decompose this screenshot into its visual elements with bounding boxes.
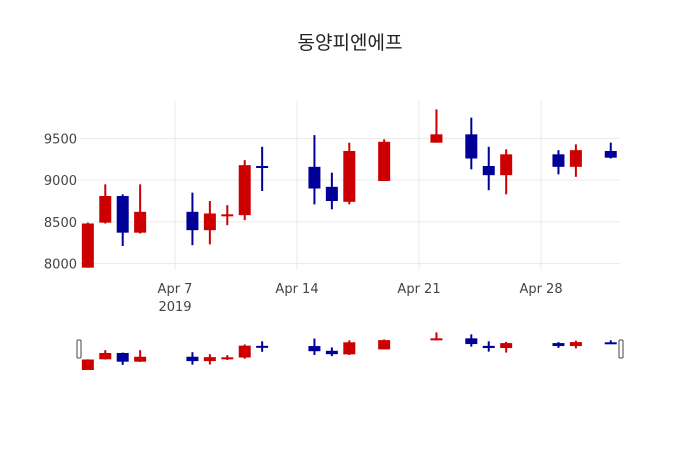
slider-candle [604, 340, 617, 345]
slider-candle [134, 350, 147, 362]
slider-candle [343, 340, 356, 355]
candle[interactable] [378, 139, 391, 181]
slider-candle [500, 341, 513, 353]
slider-candle [325, 347, 338, 357]
slider-candle [81, 359, 94, 370]
y-tick-label: 8000 [44, 257, 77, 272]
candle[interactable] [203, 200, 216, 245]
candle[interactable] [99, 184, 112, 224]
range-slider[interactable] [76, 332, 624, 370]
slider-candle [430, 332, 443, 341]
slider-candle [99, 350, 112, 360]
slider-candle [552, 342, 565, 348]
candle[interactable] [186, 192, 199, 246]
x-tick-label: Apr 14 [275, 282, 318, 297]
slider-candle [221, 355, 234, 360]
slider-candle [569, 340, 582, 349]
candle[interactable] [238, 160, 251, 221]
candle[interactable] [482, 146, 495, 191]
slider-candle [308, 338, 321, 355]
range-slider-right-handle[interactable] [618, 339, 624, 359]
y-tick-label: 9500 [44, 133, 77, 148]
x-tick-year-label: 2019 [158, 300, 191, 315]
slider-candle [256, 341, 269, 352]
x-tick-label: Apr 21 [397, 282, 440, 297]
x-tick-label: Apr 28 [519, 282, 562, 297]
candle[interactable] [308, 135, 321, 205]
candle[interactable] [116, 194, 129, 246]
candle[interactable] [500, 149, 513, 195]
slider-candle [378, 339, 391, 350]
candle[interactable] [221, 205, 234, 226]
y-tick-label: 8500 [44, 216, 77, 231]
x-tick-label: Apr 7 [158, 282, 193, 297]
candle[interactable] [81, 222, 94, 268]
slider-candle [116, 352, 129, 365]
candle[interactable] [134, 184, 147, 234]
slider-candle [465, 334, 478, 347]
slider-candle [238, 344, 251, 359]
slider-candle [482, 341, 495, 352]
candle[interactable] [325, 172, 338, 210]
y-axis: 8000 8500 9000 9500 [44, 133, 77, 273]
chart-title: 동양피엔에프 [297, 32, 403, 54]
candle[interactable] [604, 142, 617, 159]
candles-main [81, 109, 617, 268]
candle[interactable] [552, 150, 565, 175]
candle[interactable] [430, 109, 443, 143]
range-slider-left-handle[interactable] [76, 339, 82, 359]
candle[interactable] [465, 117, 478, 170]
y-tick-label: 9000 [44, 174, 77, 189]
slider-candle [186, 352, 199, 365]
x-axis: Apr 7 2019 Apr 14 Apr 21 Apr 28 [158, 282, 563, 315]
candle[interactable] [256, 146, 269, 191]
candle[interactable] [343, 142, 356, 205]
candle[interactable] [569, 144, 582, 177]
slider-candle [203, 354, 216, 365]
